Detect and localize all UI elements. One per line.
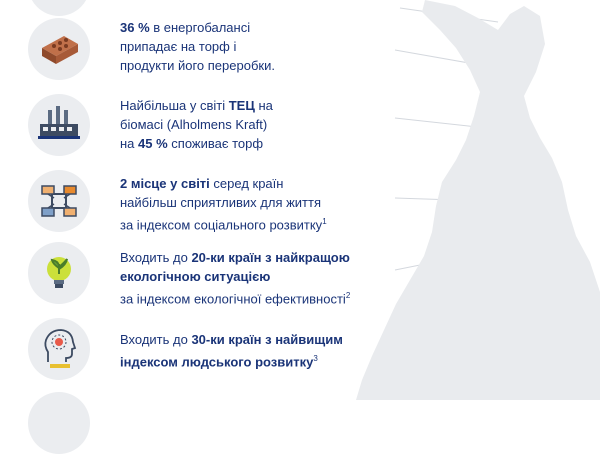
finland-map bbox=[356, 0, 600, 400]
item-2-text: Найбільша у світі ТЕЦ на біомасі (Alholm… bbox=[120, 98, 273, 151]
item-3-text: 2 місце у світі серед країн найбільш спр… bbox=[120, 176, 327, 233]
finland-shape bbox=[356, 0, 600, 400]
item-4-text: Входить до 20-ки країн з найкращою еколо… bbox=[120, 250, 351, 307]
partial-icon-circle-bottom bbox=[28, 392, 90, 454]
factory-icon bbox=[28, 94, 90, 156]
item-5-text: Входить до 30-ки країн з найвищим індекс… bbox=[120, 332, 343, 370]
lightbulb-plant-icon bbox=[28, 242, 90, 304]
brick-icon bbox=[28, 18, 90, 80]
human-head-icon bbox=[28, 318, 90, 380]
item-1-text: 36 % в енергобалансі припадає на торф і … bbox=[120, 20, 275, 73]
joined-hands-icon bbox=[28, 170, 90, 232]
